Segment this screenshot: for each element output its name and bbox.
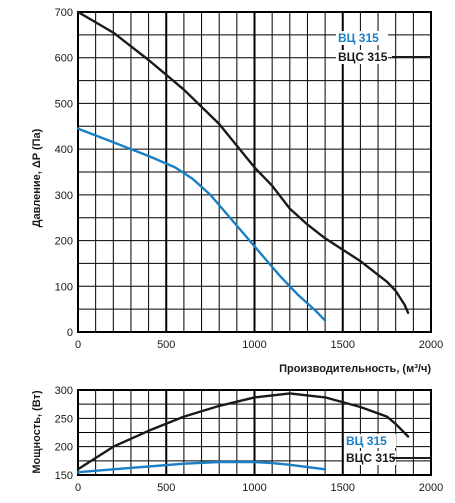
legend-backdrop (344, 434, 396, 448)
y-tick-label: 150 (55, 470, 73, 482)
x-tick-label: 1500 (331, 339, 355, 351)
legend-entry: ВЦС 315 (338, 50, 388, 64)
x-tick-label: 1000 (242, 482, 266, 494)
series-line (76, 127, 327, 322)
power-chart: 150 200 250 300 0 500 1000 1500 2000 ВЦ 315 ВЦС 31… (55, 385, 444, 494)
series-line (76, 392, 410, 471)
y-tick-label: 200 (55, 442, 73, 454)
x-tick-label: 2000 (419, 482, 443, 494)
legend-entry: ВЦС 315 (346, 451, 396, 465)
y-tick-label: 300 (55, 385, 73, 397)
y-tick-label: 400 (55, 144, 73, 156)
y-tick-label: 200 (55, 236, 73, 248)
x-tick-label: 500 (157, 339, 175, 351)
legend-backdrop (336, 31, 388, 45)
pressure-chart: 0 100 200 300 400 500 600 700 0 500 1000 1500 2000 ВЦ… (55, 7, 444, 351)
legend-backdrop (336, 50, 388, 64)
y-tick-label: 0 (67, 327, 73, 339)
y-tick-label: 300 (55, 190, 73, 202)
x-tick-label: 0 (75, 482, 81, 494)
pressure-y-axis-label: Давление, ΔP (Па) (31, 128, 43, 227)
y-tick-label: 500 (55, 98, 73, 110)
x-tick-label: 500 (157, 482, 175, 494)
plot-frame (77, 11, 432, 333)
power-y-axis-label: Мощность, (Вт) (31, 390, 43, 474)
y-tick-label: 250 (55, 413, 73, 425)
x-tick-label: 1000 (242, 339, 266, 351)
plot-frame (77, 389, 432, 476)
airflow-x-axis-label: Производительность, (м³/ч) (279, 363, 431, 375)
y-tick-label: 600 (55, 53, 73, 65)
legend-backdrop (344, 451, 396, 465)
y-tick-label: 100 (55, 281, 73, 293)
series-line (76, 10, 410, 314)
x-tick-label: 2000 (419, 339, 443, 351)
y-tick-label: 700 (55, 7, 73, 19)
x-tick-label: 1500 (331, 482, 355, 494)
series-line (76, 460, 327, 474)
legend-entry: ВЦ 315 (346, 434, 387, 448)
x-tick-label: 0 (75, 339, 81, 351)
grid (77, 11, 432, 333)
legend-entry: ВЦ 315 (338, 31, 379, 45)
